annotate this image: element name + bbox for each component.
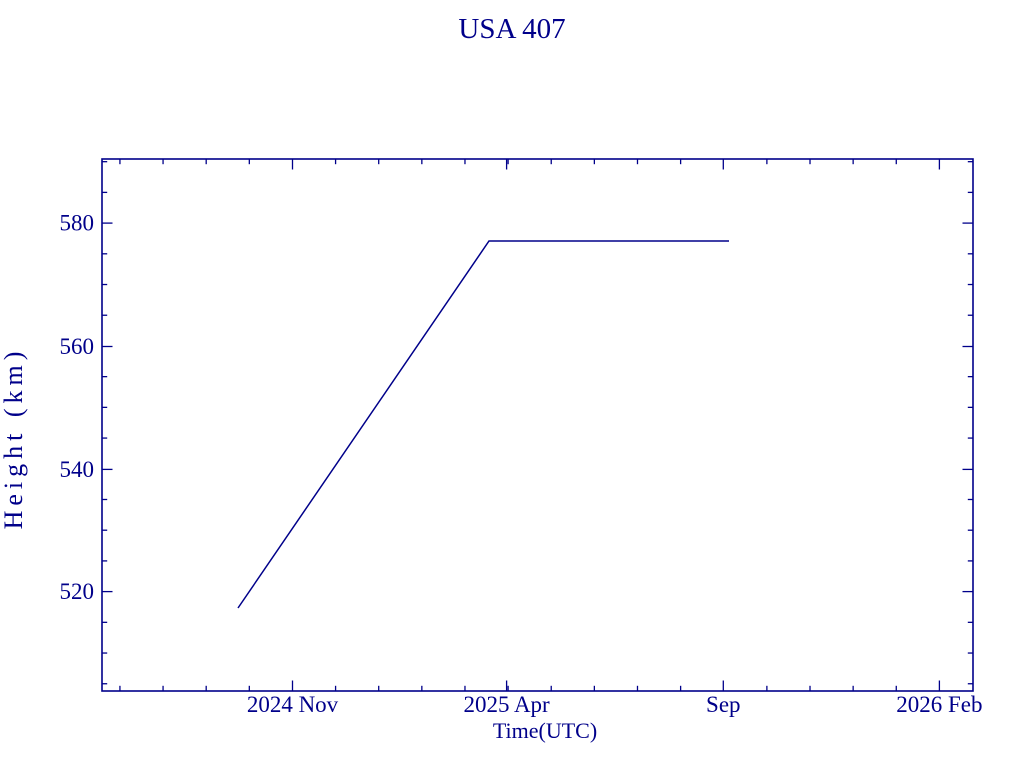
svg-text:2024 Nov: 2024 Nov — [247, 692, 339, 717]
svg-text:580: 580 — [60, 211, 95, 236]
svg-text:USA 407: USA 407 — [458, 13, 565, 45]
svg-text:2026 Feb: 2026 Feb — [896, 692, 982, 717]
svg-text:2025 Apr: 2025 Apr — [463, 692, 550, 717]
svg-text:Sep: Sep — [706, 692, 741, 717]
svg-text:Height (km): Height (km) — [0, 347, 28, 530]
svg-text:540: 540 — [60, 457, 95, 482]
svg-text:560: 560 — [60, 334, 95, 359]
svg-text:520: 520 — [60, 579, 95, 604]
svg-text:Time(UTC): Time(UTC) — [493, 718, 597, 743]
